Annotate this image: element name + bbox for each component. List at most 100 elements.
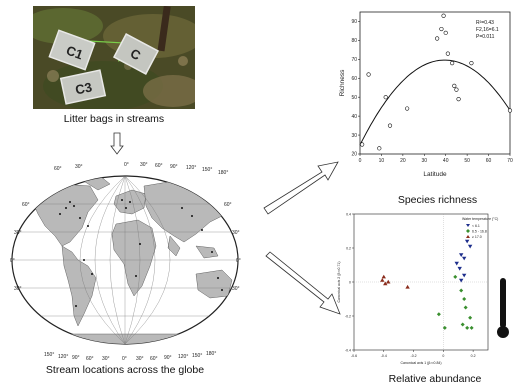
richness-y-tick-label: 50 — [351, 95, 357, 101]
abundance-point — [405, 284, 410, 289]
stat-r2: R²=0.43 — [476, 20, 494, 26]
abundance-point — [461, 256, 467, 261]
abundance-point — [436, 312, 441, 317]
abundance-point — [465, 325, 470, 330]
abundance-x-tick-label: 0.2 — [471, 354, 476, 358]
richness-point — [445, 51, 450, 56]
abundance-point — [442, 325, 447, 330]
abundance-point — [453, 274, 458, 279]
richness-x-tick-label: 30 — [422, 158, 428, 164]
legend-title: Water temperature (°C) — [462, 217, 498, 221]
svg-text:60°: 60° — [54, 166, 62, 172]
abundance-y-tick-label: -0.4 — [345, 348, 351, 352]
richness-y-tick-label: 60 — [351, 76, 357, 82]
abundance-point — [459, 278, 464, 283]
legend-cold-marker — [466, 224, 470, 227]
abundance-legend: Water temperature (°C) < 6.1 6.5 - 16.8 … — [462, 217, 498, 239]
abundance-point — [380, 278, 385, 282]
down-arrow-icon — [110, 132, 124, 155]
abundance-y-ticks: -0.4 -0.2 0 0.2 0.4 — [345, 212, 354, 352]
richness-y-tick-label: 40 — [351, 114, 357, 120]
svg-text:30°: 30° — [232, 286, 240, 292]
svg-text:30°: 30° — [75, 164, 83, 170]
abundance-caption: Relative abundance — [388, 373, 482, 385]
abundance-y-tick-label: 0.2 — [346, 246, 351, 250]
abundance-point — [386, 279, 391, 284]
abundance-x-label: Canonical axis 1 (β²=0.84) — [400, 361, 441, 365]
richness-point — [439, 26, 444, 32]
legend-cold-label: < 6.1 — [472, 224, 480, 228]
abundance-point — [461, 273, 467, 278]
stat-f: F2,16=6.1 — [476, 27, 499, 33]
abundance-point — [468, 315, 473, 320]
svg-text:150°: 150° — [192, 353, 202, 359]
svg-text:60°: 60° — [224, 202, 232, 208]
richness-x-ticks: 0 10 20 30 40 50 60 70 — [359, 154, 513, 164]
richness-x-tick-label: 70 — [507, 158, 513, 164]
arrow-to-richness-icon — [263, 161, 339, 215]
svg-text:30°: 30° — [232, 230, 240, 236]
svg-text:60°: 60° — [155, 163, 163, 169]
abundance-x-tick-label: -0.6 — [351, 354, 357, 358]
abundance-chart: -0.6 -0.4 -0.2 0 0.2 -0.4-0.200.20.4 Water t… — [337, 212, 509, 365]
abundance-point — [469, 325, 474, 330]
abundance-points — [380, 239, 474, 330]
abundance-point — [460, 322, 465, 327]
abundance-y-tick-label: 0 — [349, 280, 351, 284]
richness-point — [435, 36, 440, 41]
thermometer-icon — [497, 278, 509, 338]
abundance-x-tick-label: 0 — [442, 354, 444, 358]
richness-y-ticks: 20 30 40 50 60 70 80 90 — [351, 19, 360, 158]
svg-text:120°: 120° — [186, 165, 196, 171]
photo-artwork: C1 C C3 — [33, 6, 195, 109]
legend-warm-label: ≥ 17.0 — [472, 235, 482, 239]
bag-label-c1: C1 — [64, 43, 85, 63]
richness-x-tick-label: 60 — [486, 158, 492, 164]
svg-text:90°: 90° — [170, 164, 178, 170]
legend-warm-marker — [466, 235, 470, 238]
svg-text:0°: 0° — [122, 356, 127, 362]
richness-point — [443, 30, 448, 35]
abundance-y-tick-label: 0.4 — [346, 212, 351, 216]
arrow-to-abundance-icon — [265, 251, 341, 315]
svg-text:30°: 30° — [136, 356, 144, 362]
abundance-x-ticks: -0.6 -0.4 -0.2 0 0.2 — [351, 350, 476, 358]
richness-point — [366, 72, 371, 77]
richness-caption: Species richness — [397, 194, 478, 206]
richness-y-tick-label: 80 — [351, 38, 357, 44]
abundance-point — [457, 266, 462, 271]
legend-mid-label: 6.5 - 16.8 — [472, 230, 487, 234]
abundance-point — [463, 305, 468, 310]
richness-y-tick-label: 70 — [351, 57, 357, 63]
svg-text:120°: 120° — [58, 354, 68, 360]
abundance-point — [464, 239, 470, 244]
map-caption: Stream locations across the globe — [45, 364, 205, 376]
svg-text:180°: 180° — [218, 170, 228, 176]
richness-y-tick-label: 30 — [351, 133, 357, 139]
abundance-point — [381, 274, 386, 279]
svg-text:30°: 30° — [14, 230, 22, 236]
abundance-point — [459, 253, 464, 257]
richness-point — [469, 61, 474, 66]
richness-point — [507, 108, 513, 113]
richness-y-tick-label: 90 — [351, 19, 357, 25]
richness-point — [456, 96, 461, 102]
richness-x-tick-label: 10 — [379, 158, 385, 164]
abundance-point — [462, 297, 467, 301]
svg-text:120°: 120° — [178, 354, 188, 360]
svg-text:60°: 60° — [86, 356, 94, 362]
richness-point — [452, 83, 457, 88]
svg-text:150°: 150° — [202, 167, 212, 173]
richness-y-tick-label: 20 — [351, 152, 357, 158]
richness-x-tick-label: 20 — [400, 158, 406, 164]
richness-point — [454, 87, 459, 92]
abundance-point — [459, 288, 464, 293]
bag-label-c3: C3 — [74, 79, 93, 97]
richness-point — [387, 123, 393, 128]
richness-points — [360, 13, 513, 151]
richness-plot-frame — [359, 11, 511, 155]
richness-x-label: Latitude — [423, 171, 447, 178]
richness-point — [377, 146, 382, 151]
abundance-point — [383, 281, 388, 286]
svg-text:180°: 180° — [206, 351, 216, 357]
